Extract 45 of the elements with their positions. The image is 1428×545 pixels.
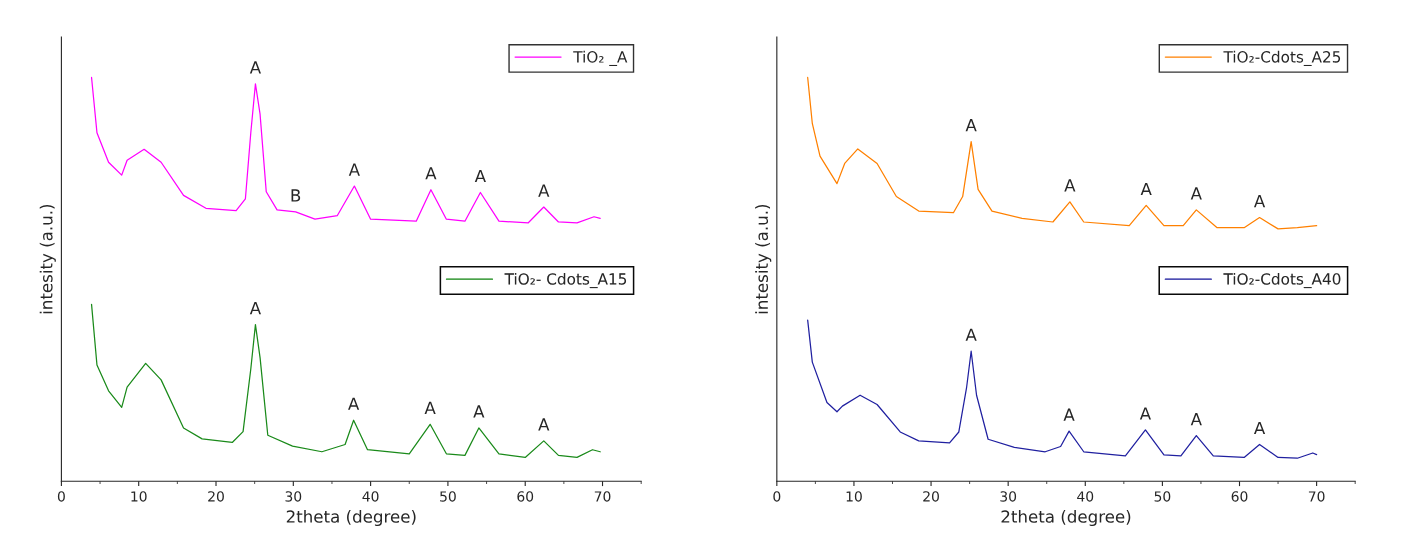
x-axis-title: 2theta (degree) bbox=[286, 509, 416, 527]
x-tick-label: 70 bbox=[1308, 491, 1325, 502]
x-tick-label: 30 bbox=[1000, 491, 1017, 502]
x-tick-label: 60 bbox=[517, 491, 534, 502]
annotation: A bbox=[1190, 413, 1202, 426]
annotation: A bbox=[1190, 187, 1202, 200]
annotation: A bbox=[538, 184, 550, 197]
annotation: A bbox=[1253, 421, 1266, 435]
x-tick-label: 40 bbox=[1077, 491, 1094, 502]
x-tick-label: 30 bbox=[285, 491, 302, 502]
annotation: A bbox=[1140, 182, 1152, 196]
x-tick-label: 10 bbox=[846, 491, 862, 502]
annotation: A bbox=[1253, 194, 1266, 208]
legend-label: TiO₂-Cdots_A40 bbox=[1223, 272, 1341, 289]
annotation: B bbox=[291, 189, 301, 202]
annotation: A bbox=[474, 169, 486, 183]
x-tick-label: 40 bbox=[362, 491, 379, 502]
x-tick-label: 50 bbox=[440, 491, 456, 502]
annotation: A bbox=[1064, 179, 1076, 192]
x-tick-label: 10 bbox=[131, 491, 147, 502]
annotation: A bbox=[473, 405, 485, 418]
x-tick-label: 70 bbox=[594, 491, 611, 502]
annotation: A bbox=[1063, 408, 1075, 421]
legend-label: TiO₂- Cdots_A15 bbox=[504, 272, 627, 289]
annotation: A bbox=[538, 418, 550, 431]
annotation: A bbox=[249, 61, 261, 74]
annotation: A bbox=[965, 328, 977, 341]
x-tick-label: 60 bbox=[1231, 491, 1248, 502]
annotation: A bbox=[249, 302, 261, 315]
x-tick-label: 50 bbox=[1154, 491, 1171, 502]
annotation: A bbox=[424, 401, 436, 414]
x-axis-title: 2theta (degree) bbox=[1001, 509, 1131, 527]
annotation: A bbox=[348, 397, 360, 410]
annotation: A bbox=[1139, 407, 1151, 420]
x-tick-label: 0 bbox=[773, 491, 781, 502]
y-axis-title: intesity (a.u.) bbox=[39, 204, 56, 314]
y-axis-title: intesity (a.u.) bbox=[755, 204, 772, 314]
legend-label: TiO₂ _A bbox=[573, 50, 628, 67]
x-tick-label: 0 bbox=[57, 491, 65, 502]
legend-label: TiO₂-Cdots_A25 bbox=[1223, 50, 1341, 67]
annotation: A bbox=[348, 163, 360, 176]
annotation: A bbox=[425, 167, 437, 180]
x-tick-label: 20 bbox=[208, 491, 224, 502]
x-tick-label: 20 bbox=[923, 491, 939, 502]
annotation: A bbox=[965, 119, 977, 132]
